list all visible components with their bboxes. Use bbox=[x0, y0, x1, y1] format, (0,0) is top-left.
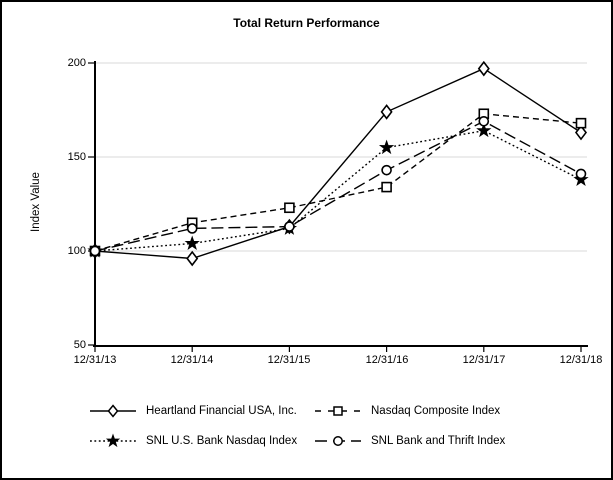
y-tick-label-100: 100 bbox=[67, 245, 86, 257]
legend-item-nasdaq: Nasdaq Composite Index bbox=[315, 402, 500, 420]
square-marker-icon bbox=[284, 202, 295, 214]
legend-item-snl-bank-thrift: SNL Bank and Thrift Index bbox=[315, 432, 505, 450]
x-tick-label-2016: 12/31/16 bbox=[365, 354, 409, 366]
star-marker-icon bbox=[184, 235, 200, 250]
series-line-snl-bank-and-thrift-index bbox=[94, 120, 582, 252]
x-tick-label-2013: 12/31/13 bbox=[73, 354, 117, 366]
star-dotted-line-icon bbox=[90, 433, 136, 448]
diamond-marker-icon bbox=[574, 124, 588, 141]
chart-plot bbox=[87, 60, 589, 352]
diamond-solid-line-icon bbox=[90, 404, 136, 418]
series-markers-snl-u-s-bank-nasdaq-index bbox=[87, 122, 589, 258]
circle-long-dash-line-icon bbox=[315, 436, 361, 446]
legend-label: Nasdaq Composite Index bbox=[371, 405, 501, 417]
circle-marker-icon bbox=[381, 164, 392, 176]
diamond-marker-icon bbox=[186, 250, 199, 267]
series-line-snl-u-s-bank-nasdaq-index bbox=[94, 129, 582, 252]
circle-marker-icon bbox=[284, 221, 295, 232]
legend-item-snl-us-bank-nasdaq: SNL U.S. Bank Nasdaq Index bbox=[90, 432, 297, 450]
legend-label: Heartland Financial USA, Inc. bbox=[146, 405, 297, 417]
series-markers-snl-bank-and-thrift-index bbox=[89, 115, 587, 257]
legend-label: SNL Bank and Thrift Index bbox=[371, 435, 506, 447]
diamond-marker-icon bbox=[477, 60, 490, 77]
square-marker-icon bbox=[381, 181, 392, 193]
circle-marker-icon bbox=[478, 115, 490, 127]
star-marker-icon bbox=[476, 122, 492, 138]
series-line-heartland-financial-usa-inc bbox=[94, 67, 582, 260]
x-tick-label-2017: 12/31/17 bbox=[462, 354, 506, 366]
y-tick-label-200: 200 bbox=[67, 57, 86, 69]
square-marker-icon bbox=[575, 117, 587, 129]
circle-marker-icon bbox=[575, 168, 587, 180]
x-tick-label-2014: 12/31/14 bbox=[170, 354, 214, 366]
y-tick-label-50: 50 bbox=[73, 339, 86, 351]
legend-label: SNL U.S. Bank Nasdaq Index bbox=[146, 435, 298, 447]
series-markers-nasdaq-composite-index bbox=[89, 108, 587, 257]
legend-item-heartland: Heartland Financial USA, Inc. bbox=[90, 402, 297, 420]
x-tick-label-2015: 12/31/15 bbox=[267, 354, 311, 366]
square-dashed-line-icon bbox=[315, 406, 361, 416]
circle-marker-icon bbox=[186, 223, 198, 234]
star-marker-icon bbox=[378, 139, 395, 155]
y-tick-label-150: 150 bbox=[67, 151, 86, 163]
diamond-marker-icon bbox=[380, 104, 393, 120]
circle-marker-icon bbox=[89, 245, 101, 257]
x-tick-label-2018: 12/31/18 bbox=[559, 354, 603, 366]
series-line-nasdaq-composite-index bbox=[94, 113, 582, 252]
chart-title: Total Return Performance bbox=[233, 16, 380, 30]
